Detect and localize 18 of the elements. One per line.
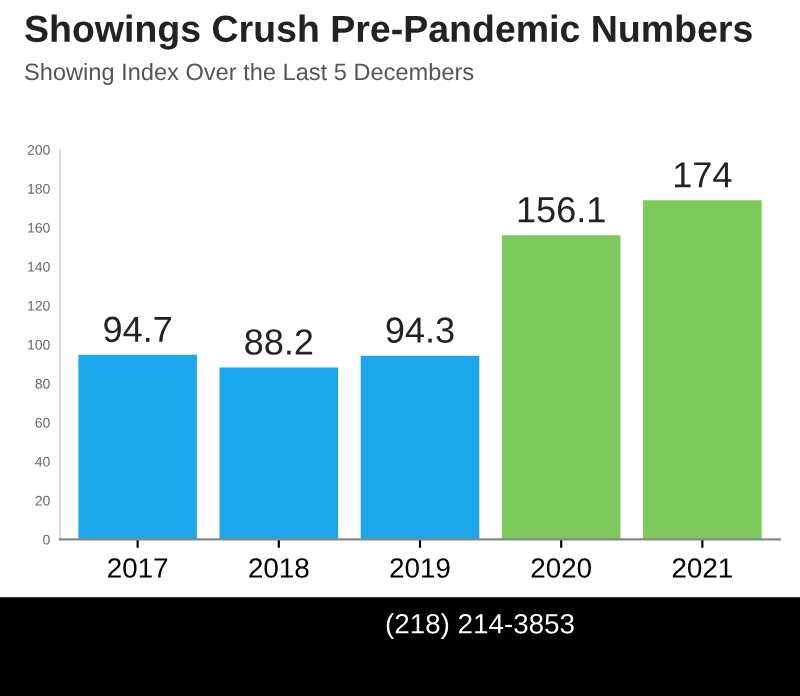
chart-subtitle: Showing Index Over the Last 5 Decembers (25, 62, 474, 85)
data-label: 88.2 (245, 329, 313, 355)
chart-title: Showings Crush Pre-Pandemic Numbers (25, 14, 752, 50)
bar (501, 235, 621, 540)
x-tick-label: 2019 (390, 558, 450, 578)
x-tick-label: 2017 (108, 558, 168, 578)
bar (219, 367, 339, 540)
data-label: 94.3 (386, 317, 454, 343)
x-tick-label: 2021 (672, 558, 732, 578)
x-tick-label: 2020 (531, 558, 591, 578)
text: (218) 214-3853 (386, 613, 574, 640)
data-label: 156.1 (518, 196, 605, 223)
bar (78, 354, 197, 540)
x-tick-label: 2018 (249, 558, 309, 578)
bar (360, 355, 480, 540)
data-label: 174 (674, 162, 732, 188)
data-label: 94.7 (104, 316, 171, 343)
bar (643, 200, 762, 540)
